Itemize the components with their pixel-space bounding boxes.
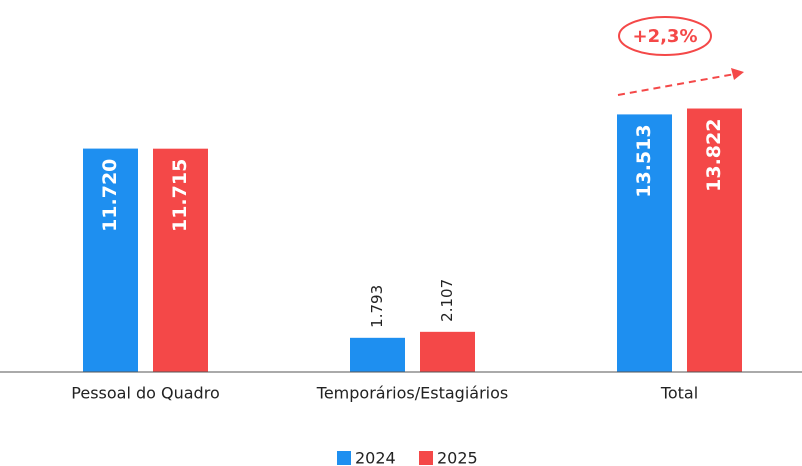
bar (83, 148, 138, 372)
bar (420, 331, 475, 372)
bar (350, 337, 405, 372)
annotation: +2,3% (632, 26, 697, 47)
value-label: 1.793 (368, 285, 386, 328)
x-tick-label: Total (660, 384, 698, 403)
annotation-arrow (617, 73, 736, 96)
legend-swatch (337, 451, 351, 465)
bar (617, 114, 672, 372)
x-tick-label: Temporários/Estagiários (316, 384, 508, 403)
legend-label: 2025 (437, 449, 478, 466)
value-label: 11.715 (169, 159, 191, 232)
bar (687, 108, 742, 372)
bar (153, 148, 208, 372)
value-label: 2.107 (438, 279, 456, 322)
annotation-ellipse (618, 16, 712, 56)
x-tick-label: Pessoal do Quadro (71, 384, 219, 403)
legend-swatch (419, 451, 433, 465)
value-label: 13.822 (703, 119, 725, 192)
value-label: 13.513 (633, 124, 655, 197)
value-label: 11.720 (99, 159, 121, 232)
arrow-head (731, 68, 744, 80)
legend-label: 2024 (355, 449, 396, 466)
